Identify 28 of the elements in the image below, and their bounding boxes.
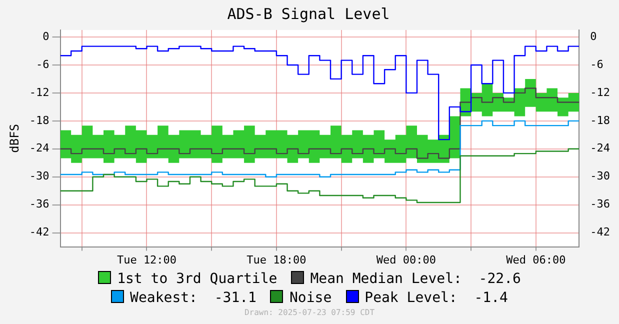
x-tick-label: Wed 06:00: [506, 253, 566, 266]
y2-tick-label: -42: [590, 226, 610, 239]
y2-tick-label: -30: [590, 170, 610, 183]
x-tick-label: Tue 18:00: [246, 253, 306, 266]
legend-label: Noise: [288, 289, 332, 308]
y-tick-label: -30: [29, 170, 50, 183]
x-tick-label: Wed 00:00: [376, 253, 436, 266]
y2-tick-label: -6: [590, 58, 604, 71]
y2-tick-label: -24: [590, 142, 610, 155]
y-tick-label: 0: [42, 30, 50, 43]
y-tick-label: -6: [36, 58, 50, 71]
y2-tick-label: -12: [590, 86, 610, 99]
y-tick-label: -12: [29, 86, 50, 99]
legend-label: Weakest: -31.1: [129, 289, 256, 308]
text: 1st to 3rd Quartile: [116, 270, 278, 289]
y-tick-label: -24: [29, 142, 50, 155]
y2-tick-label: -36: [590, 198, 610, 211]
y-axis-title: dBFS: [7, 124, 22, 153]
x-tick-label: Tue 12:00: [116, 253, 177, 266]
chart-title: ADS-B Signal Level: [227, 4, 390, 23]
legend-label: Mean Median Level: -22.6: [309, 270, 521, 289]
legend-label: Peak Level: -1.4: [364, 289, 508, 308]
y2-tick-label: -18: [590, 114, 610, 127]
y-tick-label: -42: [29, 226, 50, 239]
y2-tick-label: 0: [590, 30, 597, 43]
y-tick-label: -36: [29, 198, 50, 211]
text: Drawn: 2025-07-23 07:59 CDT: [243, 308, 376, 317]
y-tick-label: -18: [29, 114, 50, 127]
